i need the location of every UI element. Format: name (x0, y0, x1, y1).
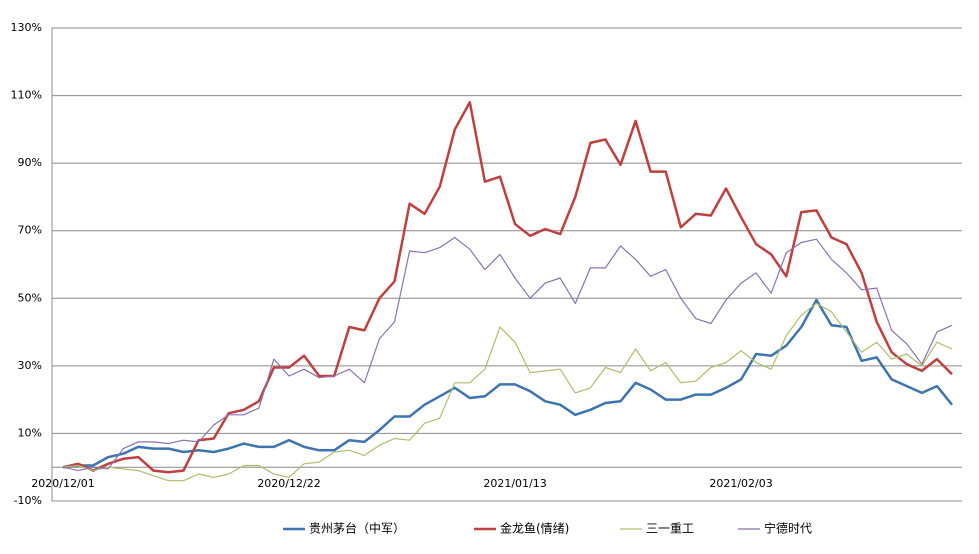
series-line (62, 302, 953, 482)
series-line (62, 298, 953, 469)
y-tick-label: -10% (14, 494, 42, 507)
x-tick-label: 2021/02/03 (709, 477, 772, 490)
x-tick-label: 2021/01/13 (483, 477, 546, 490)
series-line (62, 101, 953, 474)
y-tick-label: 30% (18, 359, 42, 372)
legend-label: 宁德时代 (764, 521, 812, 536)
x-tick-label: 2020/12/22 (257, 477, 320, 490)
plot-area (62, 101, 953, 482)
y-tick-label: 50% (18, 291, 42, 304)
series-line (62, 236, 953, 472)
legend-label: 三一重工 (646, 522, 694, 536)
y-tick-label: 130% (11, 21, 42, 34)
y-tick-label: 70% (18, 224, 42, 237)
legend-label: 金龙鱼(情绪) (500, 521, 569, 536)
y-tick-label: 10% (18, 426, 42, 439)
y-tick-label: 110% (11, 89, 42, 102)
y-tick-label: 90% (18, 156, 42, 169)
x-tick-label: 2020/12/01 (31, 477, 94, 490)
legend-label: 贵州茅台（中军） (309, 521, 405, 536)
grid: -10% 10% 30% 50% 70% 90% 110% 130% 2020/12/01 202… (11, 21, 962, 507)
legend: 贵州茅台（中军） 金龙鱼(情绪) 三一重工 宁德时代 (283, 521, 812, 536)
